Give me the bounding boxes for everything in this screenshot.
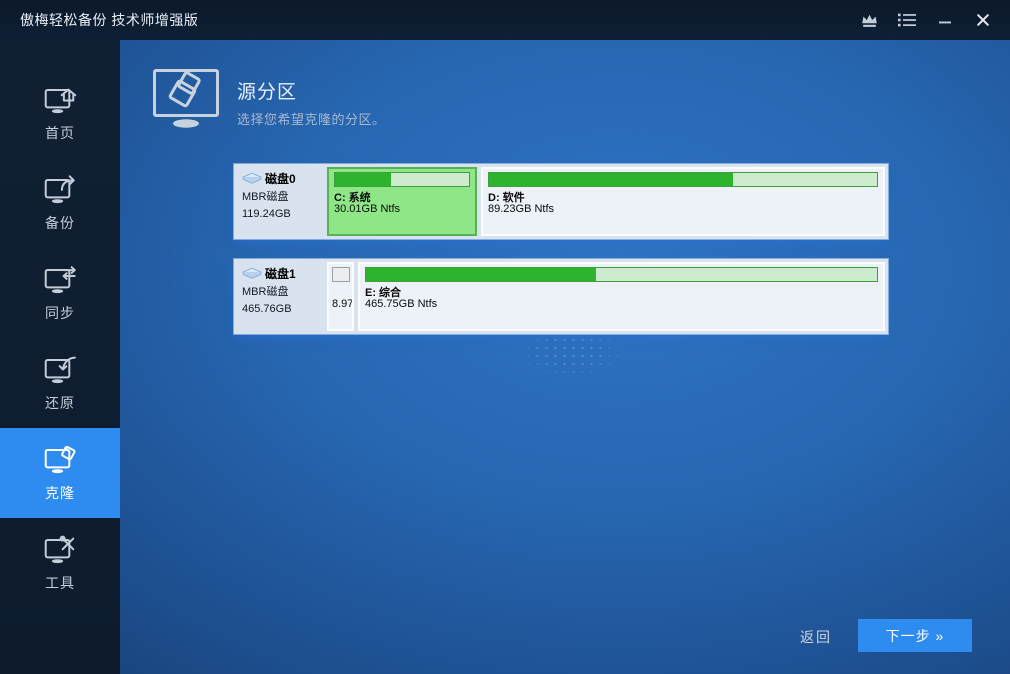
tools-icon [42, 534, 78, 567]
partition-label: D: 软件 [488, 192, 525, 204]
close-icon[interactable] [964, 0, 1002, 40]
disk-info: 磁盘0 MBR磁盘 119.24GB [234, 164, 324, 239]
titlebar: 傲梅轻松备份 技术师增强版 [0, 0, 1010, 40]
partition[interactable]: 8.97 [327, 262, 354, 331]
main-panel: 源分区 选择您希望克隆的分区。 磁盘0 MBR磁盘 119.24GB C: 系统 30.… [120, 40, 1010, 674]
clone-icon [42, 444, 78, 477]
upgrade-icon[interactable] [850, 0, 888, 40]
disk-size: 465.76GB [242, 302, 292, 315]
sidebar-item-backup[interactable]: 备份 [0, 158, 120, 248]
usage-bar [334, 172, 470, 187]
usage-bar-fill [489, 173, 734, 186]
sidebar: 首页备份同步还原克隆工具 [0, 40, 120, 674]
sidebar-item-label: 工具 [45, 574, 75, 591]
sidebar-item-home[interactable]: 首页 [0, 68, 120, 158]
partition[interactable]: D: 软件 89.23GB Ntfs [481, 167, 885, 236]
partition-label [332, 284, 350, 298]
minimize-icon[interactable] [926, 0, 964, 40]
usage-bar [365, 267, 878, 282]
backup-icon [42, 174, 78, 207]
sync-icon [42, 264, 78, 297]
watermark-dots [515, 328, 627, 378]
restore-icon [42, 354, 78, 387]
sidebar-item-tools[interactable]: 工具 [0, 518, 120, 608]
partition-detail: 8.97 [332, 298, 354, 310]
disk-name: 磁盘0 [265, 172, 296, 186]
sidebar-item-restore[interactable]: 还原 [0, 338, 120, 428]
partitions: C: 系统 30.01GB Ntfs D: 软件 89.23GB Ntfs [324, 164, 888, 239]
clone-screen-icon [151, 67, 223, 134]
sidebar-item-clone[interactable]: 克隆 [0, 428, 120, 518]
sidebar-item-sync[interactable]: 同步 [0, 248, 120, 338]
partition-detail: 89.23GB Ntfs [488, 203, 555, 215]
page-title: 源分区 [237, 82, 298, 103]
partition-label: E: 综合 [365, 287, 402, 299]
sidebar-item-label: 同步 [45, 304, 75, 321]
disk-icon [242, 267, 262, 281]
partition[interactable]: E: 综合 465.75GB Ntfs [358, 262, 885, 331]
sidebar-item-label: 首页 [45, 124, 75, 141]
usage-bar-fill [335, 173, 392, 186]
partition-detail: 30.01GB Ntfs [334, 203, 401, 215]
page-subtitle: 选择您希望克隆的分区。 [237, 112, 386, 127]
back-button[interactable]: 返回 [800, 629, 832, 645]
next-button[interactable]: 下一步 » [858, 619, 972, 652]
sidebar-item-label: 克隆 [45, 484, 75, 501]
partition-detail: 465.75GB Ntfs [365, 298, 438, 310]
sidebar-item-label: 备份 [45, 214, 75, 231]
disk-name: 磁盘1 [265, 267, 296, 281]
disk-type: MBR磁盘 [242, 190, 289, 203]
disk-row: 磁盘1 MBR磁盘 465.76GB 8.97 E: 综合 465.75GB Ntfs [234, 259, 888, 334]
partition[interactable]: C: 系统 30.01GB Ntfs [327, 167, 477, 236]
disk-type: MBR磁盘 [242, 285, 289, 298]
disk-row: 磁盘0 MBR磁盘 119.24GB C: 系统 30.01GB Ntfs D: 软件 89… [234, 164, 888, 239]
menu-icon[interactable] [888, 0, 926, 40]
window-title: 傲梅轻松备份 技术师增强版 [20, 12, 199, 28]
partitions: 8.97 E: 综合 465.75GB Ntfs [324, 259, 888, 334]
home-icon [42, 84, 78, 117]
titlebar-buttons [850, 0, 1010, 40]
partition-label: C: 系统 [334, 192, 371, 204]
sidebar-item-label: 还原 [45, 394, 75, 411]
disk-size: 119.24GB [242, 207, 291, 220]
usage-bar [332, 267, 350, 282]
usage-bar-fill [366, 268, 596, 281]
usage-bar [488, 172, 878, 187]
disk-info: 磁盘1 MBR磁盘 465.76GB [234, 259, 324, 334]
disk-icon [242, 172, 262, 186]
